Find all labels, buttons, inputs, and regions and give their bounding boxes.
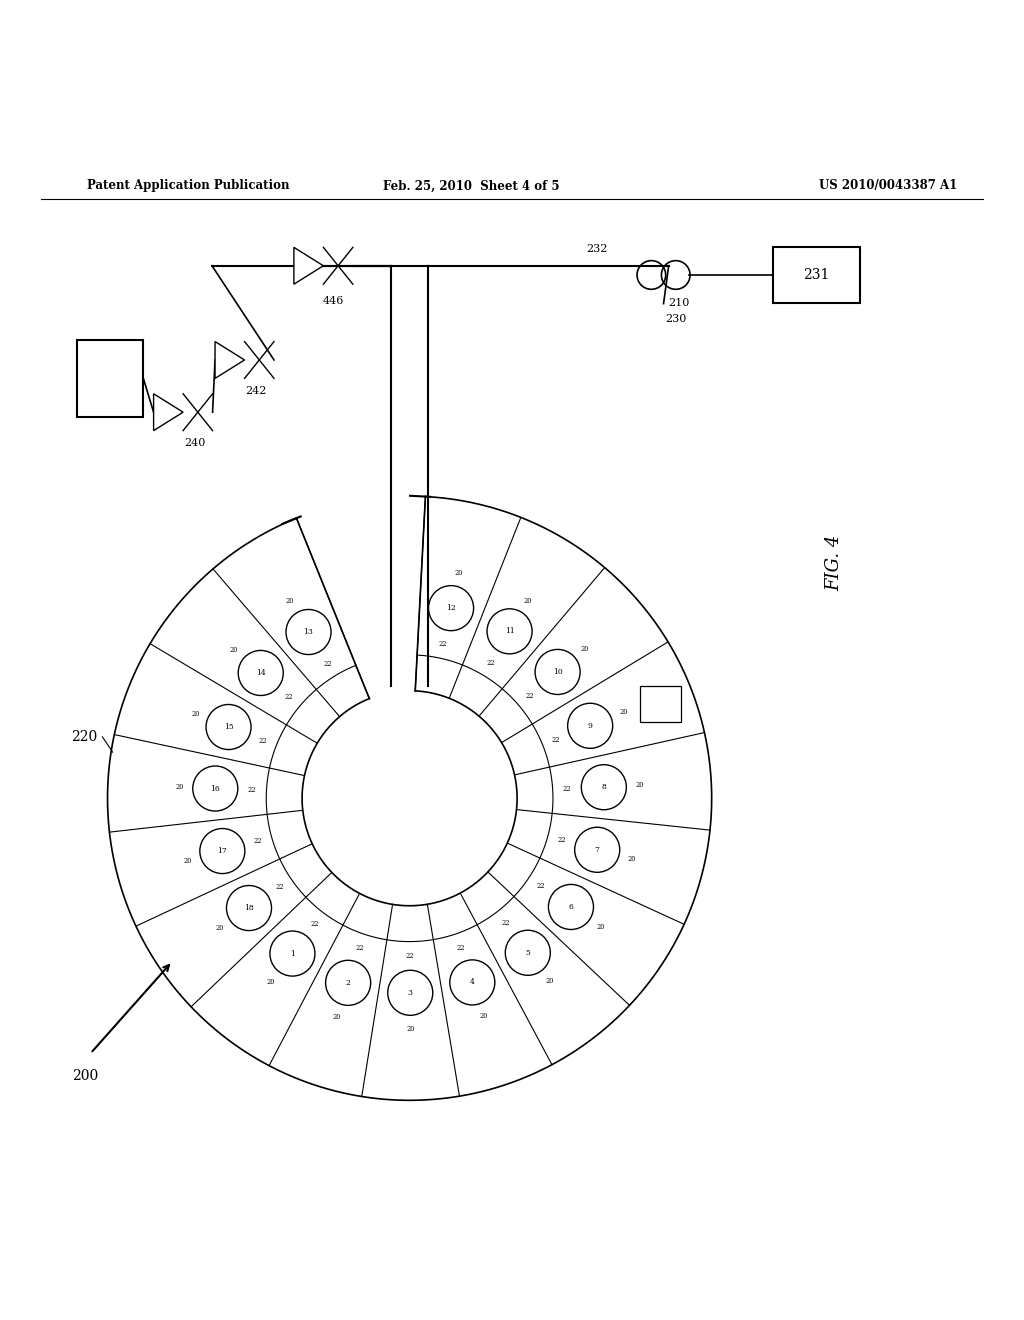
Text: 20: 20 [546,977,554,985]
Text: 20: 20 [597,923,605,931]
Text: 22: 22 [406,952,415,960]
Text: 22: 22 [557,836,566,843]
Circle shape [286,610,331,655]
Text: 20: 20 [191,710,200,718]
Text: 20: 20 [524,597,532,605]
Text: 20: 20 [229,645,238,653]
Circle shape [388,970,433,1015]
Text: 16: 16 [210,784,220,792]
Text: 5: 5 [525,949,530,957]
Text: 22: 22 [456,944,465,952]
Text: 200: 200 [73,1069,98,1082]
Text: 240: 240 [184,438,205,447]
Text: 20: 20 [266,978,275,986]
Text: 20: 20 [628,855,636,863]
Text: 20: 20 [620,709,628,717]
Text: 22: 22 [285,693,293,701]
Circle shape [574,828,620,873]
Text: 220: 220 [71,730,97,743]
Text: 10: 10 [553,668,562,676]
Text: 446: 446 [323,297,344,306]
Text: 22: 22 [324,660,332,668]
Circle shape [239,651,284,696]
Text: 230: 230 [666,314,687,323]
Text: 22: 22 [310,920,318,928]
Text: Patent Application Publication: Patent Application Publication [87,180,290,193]
Circle shape [536,649,581,694]
Bar [77,341,143,417]
Text: 8: 8 [601,783,606,791]
Circle shape [567,704,612,748]
Text: 13: 13 [303,628,313,636]
Circle shape [206,705,251,750]
Text: 20: 20 [215,924,223,932]
Text: 231: 231 [804,268,829,282]
Polygon shape [215,342,245,379]
Polygon shape [294,247,324,284]
Text: US 2010/0043387 A1: US 2010/0043387 A1 [819,180,957,193]
Text: FIG. 4: FIG. 4 [825,535,844,591]
Text: 6: 6 [568,903,573,911]
Text: 20: 20 [636,781,644,789]
Text: 210: 210 [669,297,690,308]
Text: 22: 22 [355,944,364,952]
Text: 20: 20 [479,1012,488,1020]
Text: 9: 9 [588,722,593,730]
Text: 12: 12 [446,605,456,612]
Text: 22: 22 [275,883,284,891]
Text: 22: 22 [486,659,495,667]
Circle shape [326,961,371,1006]
Text: 1: 1 [290,949,295,957]
Text: 2: 2 [346,979,350,987]
Circle shape [582,764,627,809]
Text: Feb. 25, 2010  Sheet 4 of 5: Feb. 25, 2010 Sheet 4 of 5 [383,180,559,193]
Circle shape [487,609,532,653]
Text: 22: 22 [501,920,510,928]
Text: 20: 20 [183,857,193,865]
Text: 22: 22 [552,735,560,743]
Text: 22: 22 [439,640,447,648]
Circle shape [505,931,550,975]
Circle shape [549,884,594,929]
Circle shape [428,586,473,631]
Text: 242: 242 [246,385,266,396]
Text: 20: 20 [286,598,294,606]
Text: 18: 18 [244,904,254,912]
Text: 11: 11 [505,627,514,635]
Text: 20: 20 [333,1012,341,1020]
Text: 22: 22 [563,785,571,793]
Text: 15: 15 [223,723,233,731]
Text: 22: 22 [259,737,267,744]
Text: 22: 22 [537,882,545,891]
Text: 4: 4 [470,978,475,986]
Text: 17: 17 [217,847,227,855]
Circle shape [270,931,315,975]
Text: 7: 7 [595,846,600,854]
Circle shape [193,766,238,810]
Bar [773,247,860,304]
Text: 20: 20 [581,644,589,652]
Text: 232: 232 [586,244,607,255]
Text: 22: 22 [525,692,534,700]
Circle shape [450,960,495,1005]
Text: 22: 22 [248,787,256,795]
Circle shape [226,886,271,931]
Text: 20: 20 [455,569,463,577]
Text: 3: 3 [408,989,413,997]
Bar [640,686,681,722]
Polygon shape [154,393,183,430]
Text: 14: 14 [256,669,265,677]
Text: 20: 20 [407,1024,415,1032]
Circle shape [200,829,245,874]
Text: 20: 20 [175,783,183,791]
Text: 22: 22 [254,837,262,845]
